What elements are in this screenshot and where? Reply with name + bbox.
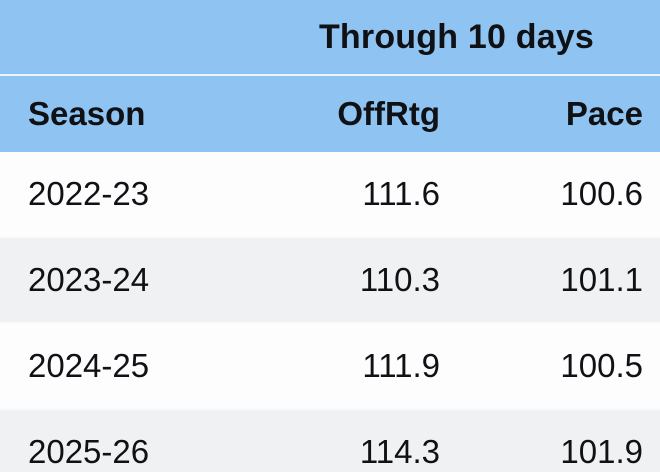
offrtg-cell: 110.3 [359,261,440,298]
table-row: 2025-26 114.3 101.9 [0,408,660,472]
column-header-offrtg: OffRtg [337,95,440,132]
offrtg-cell: 114.3 [359,433,440,470]
offrtg-cell: 111.9 [362,347,440,384]
season-cell: 2025-26 [28,433,150,470]
season-cell: 2024-25 [28,347,150,384]
season-cell: 2022-23 [28,175,150,212]
table-title: Through 10 days [318,17,595,56]
column-header-row: Season OffRtg Pace [0,76,660,152]
pace-cell: 101.9 [560,433,643,470]
pace-cell: 100.6 [560,175,643,212]
pace-cell: 101.1 [560,261,643,298]
table-title-row: Through 10 days [0,0,660,76]
table-row: 2022-23 111.6 100.6 [0,152,660,236]
offrtg-cell: 111.6 [362,175,440,212]
season-cell: 2023-24 [28,261,150,298]
table-row: 2024-25 111.9 100.5 [0,322,660,408]
pace-cell: 100.5 [560,347,643,384]
table-row: 2023-24 110.3 101.1 [0,236,660,322]
column-header-season: Season [28,95,146,132]
column-header-pace: Pace [565,95,643,132]
table-header: Through 10 days Season OffRtg Pace [0,0,660,152]
